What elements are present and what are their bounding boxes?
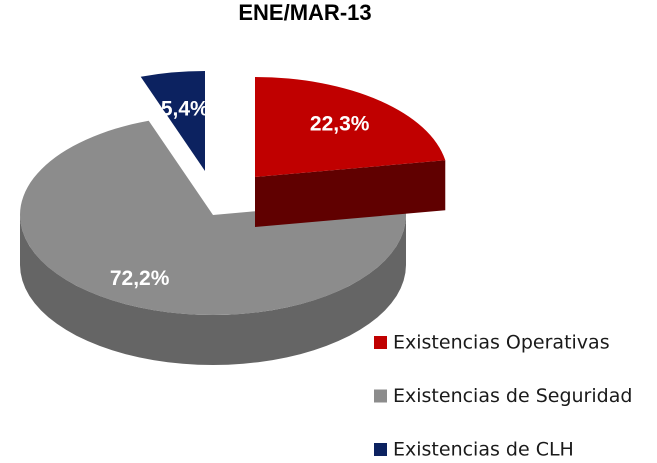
legend-label: Existencias de CLH [393, 439, 574, 461]
pie-slice [255, 77, 446, 227]
slice-top [140, 71, 205, 171]
legend-swatch [374, 443, 387, 456]
slice-side [20, 215, 406, 365]
legend-swatch [374, 389, 387, 403]
value-label: 22,3% [310, 113, 370, 136]
slice-cut-face [255, 160, 446, 227]
legend-label: Existencias de Seguridad [393, 385, 632, 407]
value-label: 72,2% [110, 267, 170, 290]
pie-slice [140, 71, 205, 171]
slice-top [255, 77, 446, 177]
chart-title: ENE/MAR-13 [238, 0, 371, 25]
legend-swatch [374, 336, 387, 349]
legend-label: Existencias Operativas [393, 332, 610, 354]
slice-top [20, 120, 407, 315]
pie-slice [20, 120, 407, 365]
value-label: 5,4% [161, 97, 209, 120]
